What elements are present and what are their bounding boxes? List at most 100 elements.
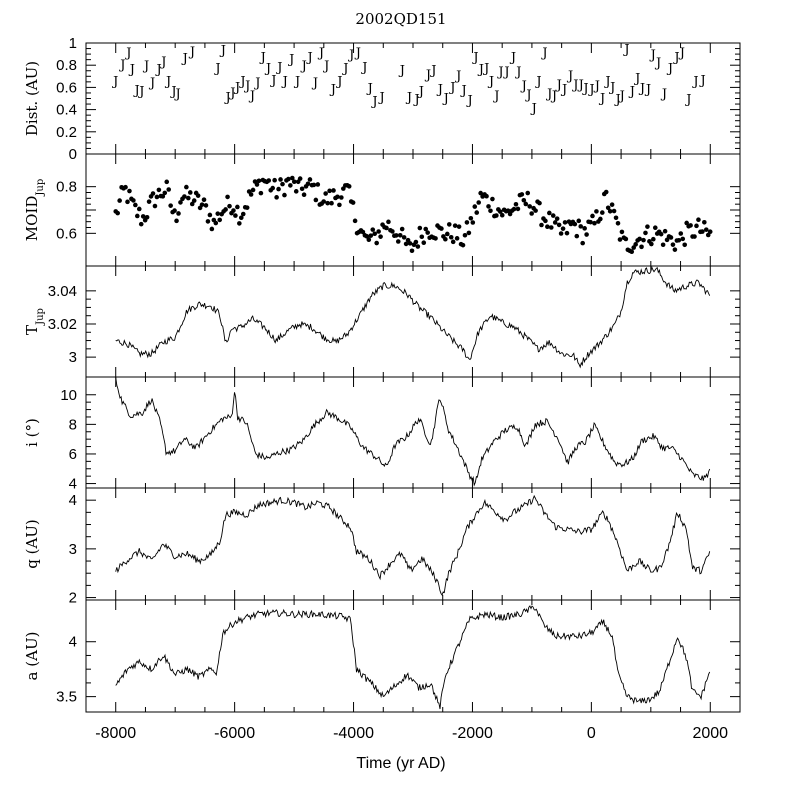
data-point: [231, 208, 236, 213]
data-point: [696, 217, 701, 222]
y-tick-label: 0: [69, 146, 77, 163]
data-marker-j: J: [174, 87, 181, 102]
data-marker-j: J: [398, 64, 405, 79]
data-point: [168, 203, 173, 208]
data-point: [425, 230, 430, 235]
data-point: [131, 198, 136, 203]
data-point: [446, 222, 452, 227]
data-point: [668, 235, 674, 240]
data-point: [678, 231, 684, 236]
x-tick-label: -8000: [95, 725, 136, 742]
data-marker-j: J: [477, 63, 484, 78]
data-marker-j: J: [633, 71, 640, 86]
data-point: [548, 225, 554, 230]
data-marker-j: J: [545, 87, 552, 102]
data-point: [619, 229, 625, 235]
data-point: [623, 236, 629, 242]
data-point: [176, 211, 181, 216]
data-point: [641, 237, 646, 243]
data-point: [633, 242, 638, 247]
data-point: [282, 192, 287, 198]
data-marker-j: J: [128, 63, 135, 78]
data-point: [136, 206, 142, 212]
data-point: [205, 219, 211, 224]
data-point: [378, 234, 383, 239]
y-tick-label: 3: [69, 541, 77, 558]
x-tick-label: -2000: [452, 725, 493, 742]
x-tick-label: -6000: [214, 725, 255, 742]
data-marker-j: J: [354, 46, 361, 61]
data-marker-j: J: [424, 68, 431, 83]
data-point: [670, 242, 676, 247]
data-point: [464, 220, 470, 225]
y-tick-label: 0.2: [56, 124, 77, 141]
data-point: [213, 220, 219, 226]
data-point: [643, 230, 648, 236]
data-marker-j: J: [124, 46, 131, 61]
data-marker-j: J: [159, 55, 166, 70]
series-line: [115, 605, 711, 710]
data-point: [486, 204, 491, 209]
data-point: [574, 233, 580, 239]
data-point: [470, 220, 476, 225]
data-marker-j: J: [293, 75, 300, 90]
data-marker-j: J: [148, 76, 155, 91]
data-marker-j: J: [622, 43, 629, 58]
y-axis-label: TJup: [23, 308, 46, 335]
data-point: [452, 223, 458, 228]
data-point: [660, 242, 666, 248]
data-point: [305, 181, 311, 187]
data-point: [327, 188, 332, 194]
data-point: [297, 176, 303, 181]
y-axis-label: i (°): [23, 418, 41, 447]
panel-incl: 4 6 8 10 i (°): [23, 376, 741, 493]
y-tick-label: 4: [69, 476, 77, 493]
data-point: [682, 242, 688, 248]
data-point: [288, 183, 293, 188]
data-point: [276, 186, 281, 192]
data-point: [594, 209, 599, 214]
data-marker-j: J: [360, 60, 367, 75]
data-marker-j: J: [223, 90, 230, 105]
data-marker-j: J: [164, 75, 171, 90]
y-tick-label: 3.04: [48, 283, 77, 300]
data-point: [186, 195, 191, 201]
data-point: [497, 209, 503, 214]
data-point: [278, 177, 283, 182]
data-point: [223, 207, 228, 212]
data-point: [393, 233, 399, 238]
data-point: [494, 213, 499, 218]
data-point: [195, 193, 201, 198]
data-marker-j: J: [598, 91, 605, 106]
data-point: [152, 203, 158, 209]
data-marker-j: J: [608, 80, 615, 95]
data-marker-j: J: [649, 48, 656, 63]
data-point: [144, 214, 150, 220]
data-marker-j: J: [287, 53, 294, 68]
data-point: [160, 194, 166, 199]
data-marker-j: J: [275, 60, 282, 75]
data-point: [611, 208, 617, 214]
data-point: [140, 214, 146, 219]
data-point: [649, 241, 654, 247]
data-point: [189, 201, 195, 207]
data-point: [337, 202, 342, 208]
data-point: [335, 194, 340, 200]
data-marker-j: J: [311, 76, 318, 91]
data-marker-j: J: [520, 79, 527, 94]
data-point: [445, 231, 450, 237]
y-tick-label: 2: [69, 590, 77, 607]
data-point: [603, 189, 609, 195]
data-point: [370, 227, 376, 232]
data-marker-j: J: [436, 83, 443, 98]
data-marker-j: J: [137, 85, 144, 100]
data-point: [172, 208, 177, 213]
data-point: [184, 184, 189, 190]
data-point: [238, 215, 244, 221]
data-point: [423, 226, 429, 232]
data-marker-j: J: [300, 59, 307, 74]
data-marker-j: J: [465, 94, 472, 109]
data-point: [395, 239, 401, 244]
